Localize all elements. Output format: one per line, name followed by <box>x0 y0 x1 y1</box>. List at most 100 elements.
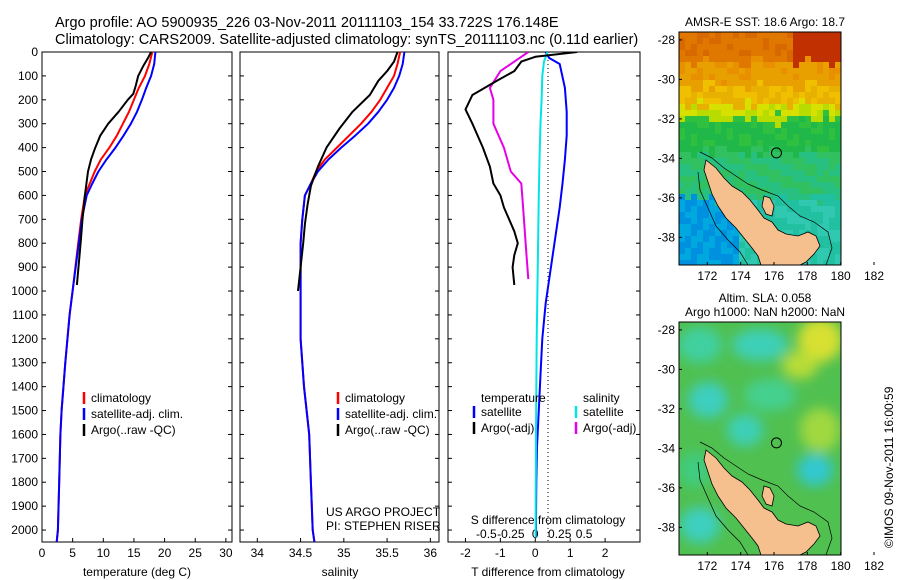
sst-cell <box>685 110 691 116</box>
sst-cell <box>703 86 709 92</box>
sst-cell <box>697 74 703 80</box>
sst-cell <box>727 170 733 176</box>
x-tick-label: 36 <box>424 546 438 560</box>
sst-cell <box>745 32 751 38</box>
sst-cell <box>805 50 811 56</box>
sst-cell <box>721 224 727 230</box>
sst-cell <box>685 50 691 56</box>
sst-cell <box>787 134 793 140</box>
sst-cell <box>817 224 823 230</box>
sst-cell <box>691 140 697 146</box>
sst-cell <box>769 74 775 80</box>
sst-cell <box>817 206 823 212</box>
sst-cell <box>817 200 823 206</box>
sst-cell <box>799 80 805 86</box>
sst-cell <box>817 254 823 260</box>
sst-cell <box>757 176 763 182</box>
sst-cell <box>727 236 733 242</box>
sst-cell <box>751 158 757 164</box>
sst-cell <box>781 56 787 62</box>
sst-cell <box>715 38 721 44</box>
sst-cell <box>799 182 805 188</box>
sst-cell <box>691 182 697 188</box>
sst-cell <box>739 110 745 116</box>
sst-cell <box>799 44 805 50</box>
sst-cell <box>763 176 769 182</box>
sst-cell <box>811 188 817 194</box>
sst-cell <box>787 146 793 152</box>
map-x-tick-label: 174 <box>731 269 751 283</box>
sst-cell <box>805 206 811 212</box>
y-tick-label: 800 <box>18 236 38 250</box>
map-y-tick-label: -38 <box>658 230 676 244</box>
sst-cell <box>793 110 799 116</box>
sst-cell <box>781 80 787 86</box>
sst-cell <box>697 152 703 158</box>
sst-cell <box>817 92 823 98</box>
sst-cell <box>745 146 751 152</box>
sst-cell <box>727 74 733 80</box>
sst-cell <box>697 92 703 98</box>
sst-cell <box>793 32 799 38</box>
sst-cell <box>817 182 823 188</box>
sst-cell <box>733 230 739 236</box>
sst-cell <box>829 182 835 188</box>
sst-cell <box>721 146 727 152</box>
sst-cell <box>811 212 817 218</box>
sst-cell <box>817 122 823 128</box>
sst-cell <box>733 80 739 86</box>
sst-cell <box>697 158 703 164</box>
y-tick-label: 600 <box>18 188 38 202</box>
sst-cell <box>799 62 805 68</box>
sst-cell <box>685 44 691 50</box>
sst-cell <box>817 194 823 200</box>
sst-cell <box>805 260 811 265</box>
sst-cell <box>769 80 775 86</box>
sst-cell <box>685 98 691 104</box>
sst-cell <box>697 212 703 218</box>
sst-cell <box>781 74 787 80</box>
sst-cell <box>781 86 787 92</box>
sst-cell <box>823 92 829 98</box>
sst-cell <box>829 110 835 116</box>
sst-cell <box>799 200 805 206</box>
difference-xlabel2: S difference from climatology <box>471 513 626 527</box>
sst-cell <box>745 50 751 56</box>
sst-cell <box>697 62 703 68</box>
sst-cell <box>697 98 703 104</box>
sst-cell <box>679 62 685 68</box>
sst-cell <box>817 158 823 164</box>
sst-cell <box>763 32 769 38</box>
map-x-tick-label: 178 <box>797 269 817 283</box>
sst-cell <box>763 86 769 92</box>
sst-cell <box>691 254 697 260</box>
sst-cell <box>727 80 733 86</box>
sst-cell <box>823 254 829 260</box>
sst-cell <box>691 236 697 242</box>
sst-cell <box>817 212 823 218</box>
sst-cell <box>685 134 691 140</box>
sst-cell <box>709 194 715 200</box>
sst-cell <box>769 176 775 182</box>
sst-cell <box>709 38 715 44</box>
sst-cell <box>721 44 727 50</box>
sst-cell <box>703 140 709 146</box>
sst-cell <box>811 44 817 50</box>
sst-cell <box>829 44 835 50</box>
sst-cell <box>799 212 805 218</box>
sst-cell <box>685 212 691 218</box>
sst-cell <box>805 98 811 104</box>
sst-cell <box>721 110 727 116</box>
sst-cell <box>721 218 727 224</box>
sst-cell <box>805 182 811 188</box>
sst-cell <box>745 122 751 128</box>
sst-cell <box>715 86 721 92</box>
sst-cell <box>799 194 805 200</box>
sst-cell <box>781 50 787 56</box>
sst-cell <box>751 260 757 265</box>
sst-cell <box>829 56 835 62</box>
sst-cell <box>775 56 781 62</box>
sst-cell <box>715 92 721 98</box>
sst-cell <box>733 110 739 116</box>
sst-cell <box>817 56 823 62</box>
